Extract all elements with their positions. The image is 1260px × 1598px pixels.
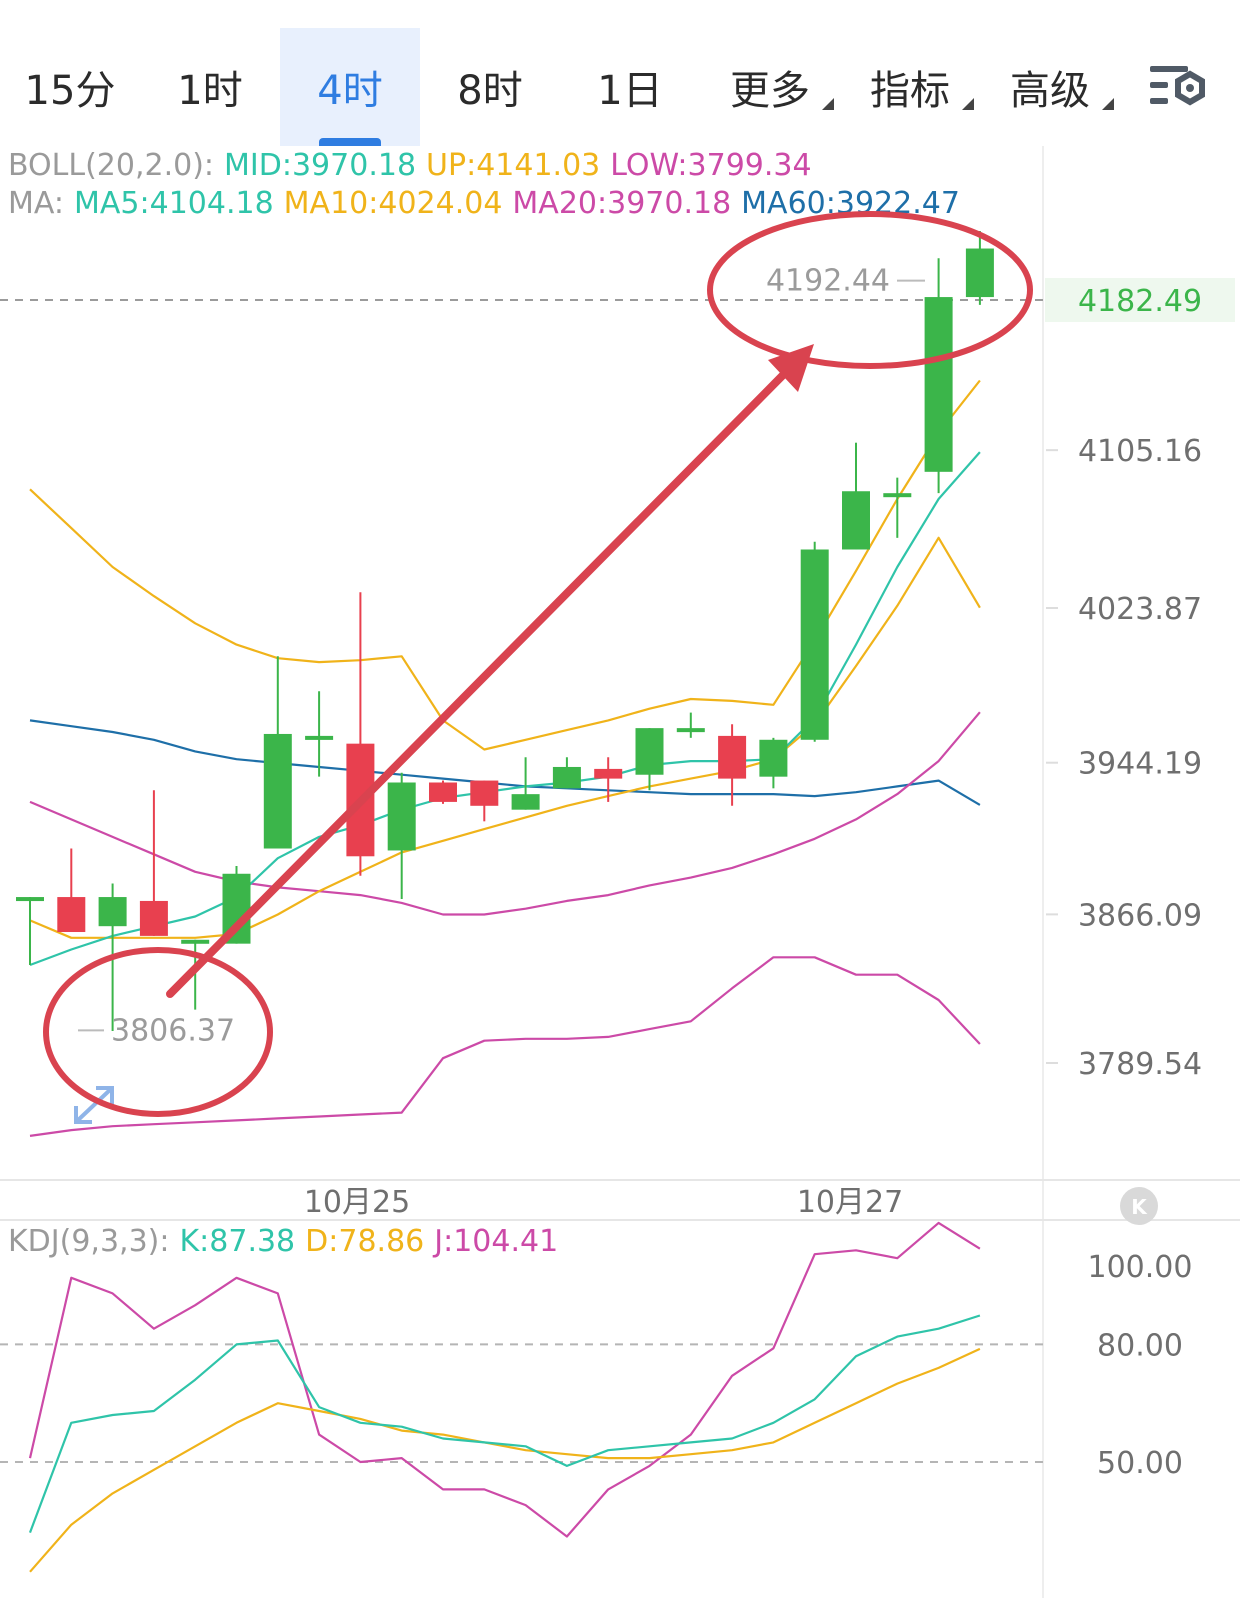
chart-settings-icon[interactable] bbox=[1148, 62, 1210, 114]
high-price-marker: 4192.44 bbox=[766, 264, 890, 299]
annotation-circle-low bbox=[43, 947, 273, 1117]
ma60-line bbox=[29, 719, 981, 806]
low-price-marker: 3806.37 bbox=[111, 1013, 235, 1048]
boll-mid-value: MID:3970.18 bbox=[224, 148, 417, 183]
tab-8[interactable]: 高级 bbox=[980, 28, 1120, 146]
kdj-legend-name: KDJ(9,3,3): bbox=[8, 1224, 170, 1259]
ma10-line bbox=[29, 536, 981, 939]
current-price-label: 4182.49 bbox=[1078, 284, 1202, 319]
boll-legend-name: BOLL(20,2.0): bbox=[8, 148, 215, 183]
tab-2[interactable]: 1时 bbox=[140, 28, 280, 146]
candle-body bbox=[263, 733, 292, 849]
candle-body bbox=[883, 493, 912, 498]
candle-body bbox=[965, 248, 994, 298]
kdj-y-tick-label: 80.00 bbox=[1097, 1328, 1183, 1363]
candle-body bbox=[676, 728, 705, 733]
candle-body bbox=[139, 900, 168, 936]
boll-up-line bbox=[29, 379, 981, 751]
tab-3[interactable]: 4时 bbox=[280, 28, 420, 146]
timeframe-toolbar: 15分 1时 4时 8时 1日 更多 指标 高级 bbox=[0, 0, 1260, 150]
ma10-value: MA10:4024.04 bbox=[283, 186, 503, 221]
kdj-j-line bbox=[28, 1221, 981, 1538]
dropdown-arrow-icon bbox=[962, 98, 974, 110]
tab-1[interactable]: 15分 bbox=[0, 28, 140, 146]
annotation-circle-high bbox=[707, 211, 1033, 369]
ma20-line bbox=[29, 711, 981, 916]
candle-body bbox=[98, 897, 127, 927]
candle-body bbox=[429, 782, 457, 802]
y-tick-label: 4023.87 bbox=[1078, 592, 1202, 627]
boll-low-value: LOW:3799.34 bbox=[610, 148, 812, 183]
kdj-legend: KDJ(9,3,3): K:87.38 D:78.86 J:104.41 bbox=[8, 1224, 568, 1259]
kdj-d-line bbox=[29, 1347, 981, 1573]
tab-label: 1时 bbox=[177, 68, 243, 114]
boll-legend: BOLL(20,2.0): MID:3970.18 UP:4141.03 LOW:37… bbox=[8, 148, 822, 183]
y-tick-label: 4105.16 bbox=[1078, 434, 1202, 469]
annotation-arrow-head bbox=[768, 344, 814, 392]
tab-7[interactable]: 指标 bbox=[840, 28, 980, 146]
kdj-j-value: J:104.41 bbox=[434, 1224, 559, 1259]
scroll-latest-glyph: K bbox=[1131, 1195, 1148, 1219]
kdj-k-line bbox=[28, 1314, 981, 1533]
current-price-tag bbox=[1045, 278, 1235, 322]
candle-body bbox=[57, 897, 86, 933]
candle-body bbox=[16, 897, 44, 902]
tab-4[interactable]: 8时 bbox=[420, 28, 560, 146]
scroll-latest-icon bbox=[1120, 1187, 1158, 1225]
candle-body bbox=[718, 735, 747, 779]
kdj-d-value: D:78.86 bbox=[305, 1224, 425, 1259]
y-tick-label: 3789.54 bbox=[1078, 1047, 1202, 1082]
x-axis-label: 10月27 bbox=[797, 1185, 903, 1220]
tab-label: 8时 bbox=[457, 68, 523, 114]
dropdown-arrow-icon bbox=[822, 98, 834, 110]
ma-legend-name: MA: bbox=[8, 186, 64, 221]
boll-low-line bbox=[29, 956, 981, 1137]
ma20-value: MA20:3970.18 bbox=[512, 186, 732, 221]
candle-body bbox=[594, 768, 623, 779]
dropdown-arrow-icon bbox=[1102, 98, 1114, 110]
candle-body bbox=[759, 739, 788, 777]
candle-body bbox=[552, 766, 581, 789]
active-tab-indicator bbox=[319, 138, 381, 146]
candle-body bbox=[181, 939, 210, 944]
candle-body bbox=[470, 780, 499, 806]
candle-body bbox=[924, 297, 953, 472]
annotation-arrow-shaft bbox=[166, 364, 794, 998]
candle-body bbox=[800, 549, 829, 740]
ma5-value: MA5:4104.18 bbox=[74, 186, 274, 221]
candle-body bbox=[305, 735, 334, 740]
y-tick-label: 3944.19 bbox=[1078, 747, 1202, 782]
kdj-y-tick-label: 50.00 bbox=[1097, 1446, 1183, 1481]
tab-label: 4时 bbox=[317, 68, 383, 114]
tab-label: 指标 bbox=[870, 68, 950, 114]
kdj-k-value: K:87.38 bbox=[179, 1224, 296, 1259]
kdj-y-tick-label: 100.00 bbox=[1088, 1250, 1193, 1285]
tab-6[interactable]: 更多 bbox=[700, 28, 840, 146]
candle-body bbox=[387, 782, 416, 851]
candle-body bbox=[511, 794, 540, 810]
tab-label: 高级 bbox=[1010, 68, 1090, 114]
expand-icon bbox=[74, 1086, 114, 1124]
ma5-line bbox=[29, 451, 981, 967]
candle-body bbox=[635, 728, 664, 775]
candle-body bbox=[842, 491, 870, 550]
tab-5[interactable]: 1日 bbox=[560, 28, 700, 146]
ma-legend: MA: MA5:4104.18 MA10:4024.04 MA20:3970.18 MA… bbox=[8, 186, 970, 221]
y-tick-label: 3866.09 bbox=[1078, 898, 1202, 933]
tab-label: 15分 bbox=[24, 68, 116, 114]
boll-up-value: UP:4141.03 bbox=[426, 148, 601, 183]
x-axis-label: 10月25 bbox=[304, 1185, 410, 1220]
tab-label: 更多 bbox=[730, 68, 810, 114]
tab-label: 1日 bbox=[597, 68, 663, 114]
